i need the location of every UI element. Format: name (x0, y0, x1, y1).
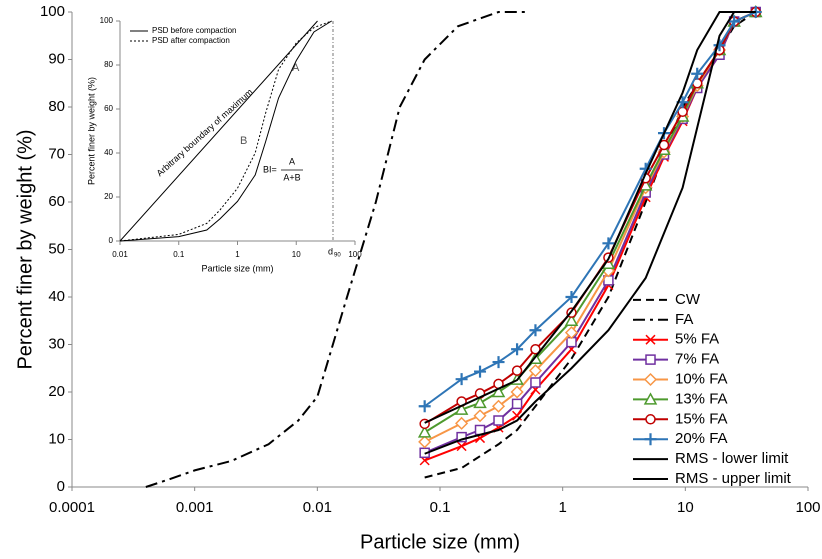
legend-label: 5% FA (675, 331, 719, 348)
legend-label: PSD after compaction (152, 36, 230, 45)
x-tick-label: 1 (558, 499, 566, 516)
series-line (145, 11, 526, 488)
marker (644, 433, 657, 446)
legend-label: CW (675, 291, 701, 308)
legend-label: RMS - upper limit (675, 470, 792, 487)
series-line (119, 20, 318, 242)
marker (643, 372, 658, 387)
marker (512, 410, 523, 421)
x-tick-label: 0.1 (173, 250, 185, 259)
x-tick-label: 0.01 (303, 499, 332, 516)
marker (455, 373, 468, 386)
inset-annotation: A+B (283, 172, 300, 182)
series-line (424, 11, 756, 424)
y-tick-label: 40 (104, 148, 113, 157)
marker (511, 365, 523, 376)
x-tick-label: 1 (235, 250, 240, 259)
marker (491, 399, 506, 413)
marker (418, 435, 432, 449)
marker (564, 313, 579, 326)
marker (564, 326, 579, 340)
x-tick-label: 100 (795, 499, 820, 516)
marker (643, 392, 658, 405)
legend-label: FA (675, 311, 693, 328)
marker (454, 402, 469, 415)
legend-label: RMS - lower limit (675, 450, 789, 467)
inset-annotation: A (289, 156, 295, 166)
legend-label: 10% FA (675, 370, 728, 387)
y-tick-label: 90 (48, 50, 65, 67)
series-line (424, 11, 756, 455)
marker (473, 395, 487, 409)
marker (565, 291, 578, 303)
legend-label: PSD before compaction (152, 26, 237, 35)
marker (492, 356, 505, 369)
legend-label: 15% FA (675, 410, 728, 427)
x-tick-label: 10 (292, 250, 301, 259)
marker (456, 441, 467, 452)
inset-annotation: BI= (263, 164, 277, 174)
x-axis-label: Particle size (mm) (360, 531, 520, 553)
marker (474, 365, 487, 378)
marker (455, 416, 469, 430)
marker (528, 364, 543, 378)
x-tick-label: 0.001 (176, 499, 214, 516)
x-tick-label: 0.1 (430, 499, 451, 516)
marker (713, 39, 726, 52)
inset-annotation: B (240, 135, 247, 147)
inset-annotation: A (292, 62, 300, 74)
marker (456, 431, 467, 443)
marker (728, 15, 741, 28)
y-tick-label: 20 (104, 192, 113, 201)
y-tick-label: 70 (48, 145, 65, 162)
series-line (119, 20, 332, 242)
y-tick-label: 100 (100, 16, 114, 25)
y-tick-label: 0 (109, 236, 114, 245)
marker (510, 385, 524, 399)
y-tick-label: 10 (48, 430, 65, 447)
marker (473, 409, 487, 423)
y-tick-label: 80 (104, 60, 113, 69)
y-tick-label: 30 (48, 335, 65, 352)
marker (511, 343, 524, 356)
y-tick-label: 50 (48, 240, 65, 257)
legend-label: 20% FA (675, 430, 728, 447)
marker (530, 344, 541, 355)
marker (491, 384, 506, 398)
marker (417, 425, 432, 438)
marker (645, 414, 656, 425)
x-axis-label: Particle size (mm) (201, 263, 273, 273)
legend-label: 7% FA (675, 351, 719, 368)
y-tick-label: 60 (104, 104, 113, 113)
x-tick-label: 0.01 (112, 250, 128, 259)
x-tick-label: 10 (677, 499, 694, 516)
marker (645, 354, 656, 365)
y-tick-label: 100 (40, 3, 65, 20)
marker (493, 415, 504, 426)
x-tick-label: 0.0001 (49, 499, 95, 516)
marker (530, 377, 541, 388)
y-tick-label: 60 (48, 193, 65, 210)
marker (645, 334, 656, 345)
marker (602, 237, 615, 250)
x-tick-label: 100 (348, 250, 362, 259)
inset-annotation: d (328, 246, 333, 256)
legend-label: 13% FA (675, 390, 728, 407)
inset-annotation: 90 (334, 253, 341, 259)
y-tick-label: 40 (48, 288, 65, 305)
inset-background (84, 10, 376, 276)
y-axis-label: Percent finer by weight (%) (14, 129, 36, 369)
marker (691, 67, 704, 80)
marker (511, 398, 523, 410)
y-tick-label: 0 (57, 478, 65, 495)
y-tick-label: 80 (48, 98, 65, 115)
marker (418, 400, 431, 413)
y-axis-label: Percent finer by weight (%) (86, 77, 96, 185)
marker (529, 324, 542, 337)
y-tick-label: 20 (48, 383, 65, 400)
